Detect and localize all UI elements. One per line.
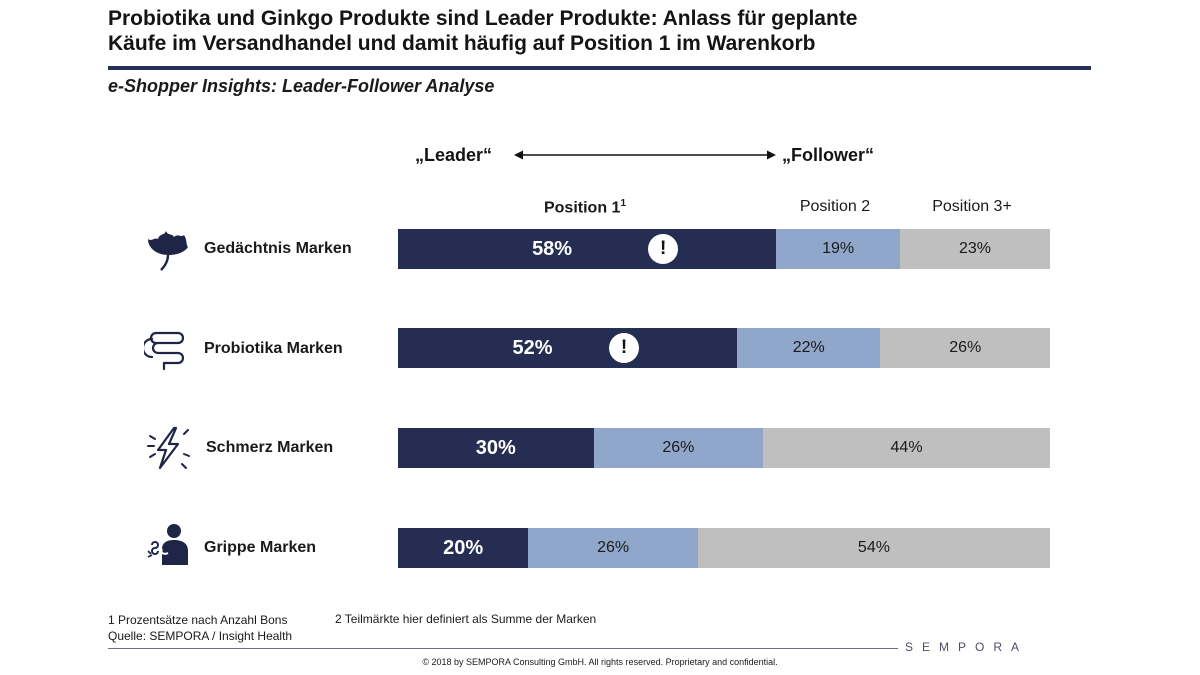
segment-position-1: 30% xyxy=(398,428,594,468)
subtitle: e-Shopper Insights: Leader-Follower Anal… xyxy=(108,76,495,96)
column-header-position-2: Position 2 xyxy=(799,198,871,215)
stacked-bar-grippe: 20% 26% 54% xyxy=(398,528,1050,568)
position-1-label: Position 1 xyxy=(543,199,621,217)
footnote-marker: 1 xyxy=(620,198,626,209)
data-label: 26% xyxy=(949,339,982,356)
segment-position-2: 19% xyxy=(776,229,901,269)
title-line-1: Probiotika und Ginkgo Produkte sind Lead… xyxy=(108,7,858,30)
column-header-position-1: Position 11 xyxy=(515,198,655,217)
column-header-position-3: Position 3+ xyxy=(932,198,1012,215)
segment-position-1: 20% xyxy=(398,528,529,568)
data-label: 44% xyxy=(890,439,923,456)
segment-position-2: 26% xyxy=(528,528,698,568)
footnote-1: 1 Prozentsätze nach Anzahl Bons xyxy=(108,613,288,627)
data-label: 19% xyxy=(822,240,855,257)
data-label: 26% xyxy=(662,439,695,456)
brand-logo: SEMPORA xyxy=(905,640,1029,654)
footnote-2: 2 Teilmärkte hier definiert als Summe de… xyxy=(335,612,597,626)
data-label: 26% xyxy=(597,539,630,556)
segment-position-3: 26% xyxy=(880,328,1050,368)
title-divider xyxy=(108,66,1091,70)
sick-person-icon xyxy=(147,524,188,565)
stacked-bar-gedaechtnis: 58%! 19% 23% xyxy=(398,229,1050,269)
data-label: 20% xyxy=(443,536,484,559)
row-label-gedaechtnis: Gedächtnis Marken xyxy=(204,240,352,257)
data-label: 52% xyxy=(512,336,553,359)
data-label: 58% xyxy=(532,237,573,260)
data-label: 23% xyxy=(958,240,992,257)
stacked-bar-schmerz: 30% 26% 44% xyxy=(398,428,1050,468)
footnotes: 1 Prozentsätze nach Anzahl Bons Quelle: … xyxy=(108,612,292,644)
footer-divider xyxy=(108,648,898,649)
source-note: Quelle: SEMPORA / Insight Health xyxy=(108,629,293,643)
intestine-icon xyxy=(144,331,185,371)
segment-position-1: 52%! xyxy=(398,328,738,368)
ginkgo-leaf-icon xyxy=(148,231,188,271)
row-label-probiotika: Probiotika Marken xyxy=(204,340,343,357)
double-arrow-icon xyxy=(514,150,776,160)
lightning-pain-icon xyxy=(147,426,190,470)
exclamation-icon: ! xyxy=(648,234,679,264)
copyright-notice: © 2018 by SEMPORA Consulting GmbH. All r… xyxy=(422,657,778,667)
row-label-schmerz: Schmerz Marken xyxy=(206,439,334,456)
page-title: Probiotika und Ginkgo Produkte sind Lead… xyxy=(108,6,1108,56)
follower-label: „Follower“ xyxy=(782,145,875,165)
leader-label: „Leader“ xyxy=(415,145,493,165)
stacked-bar-probiotika: 52%! 22% 26% xyxy=(398,328,1050,368)
segment-position-3: 54% xyxy=(697,528,1050,568)
segment-position-2: 22% xyxy=(737,328,881,368)
segment-position-2: 26% xyxy=(593,428,764,468)
title-line-2: Käufe im Versandhandel und damit häufig … xyxy=(108,32,816,55)
row-label-grippe: Grippe Marken xyxy=(204,539,317,556)
exclamation-icon: ! xyxy=(609,333,640,363)
segment-position-3: 23% xyxy=(900,229,1050,269)
data-label: 22% xyxy=(792,339,825,356)
segment-position-3: 44% xyxy=(763,428,1050,468)
data-label: 30% xyxy=(475,436,516,459)
segment-position-1: 58%! xyxy=(398,229,777,269)
data-label: 54% xyxy=(857,539,890,556)
